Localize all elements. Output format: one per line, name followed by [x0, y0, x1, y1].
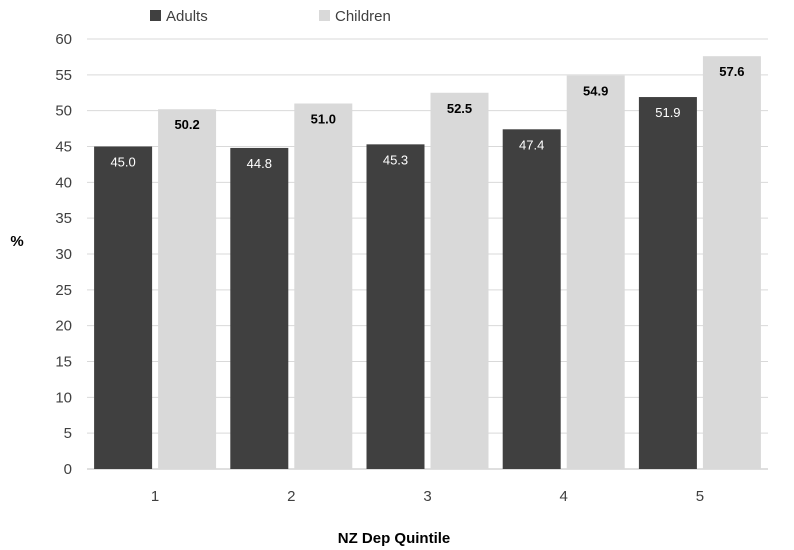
x-tick-label: 3	[423, 488, 431, 505]
x-tick-label: 2	[287, 488, 295, 505]
bars	[94, 56, 761, 470]
y-tick-label: 25	[55, 282, 72, 299]
y-axis-ticks: 0 5 10 15 20 25 30 35 40 45 50 55 60	[55, 31, 72, 478]
bar-children	[566, 75, 625, 470]
bar-adults	[502, 129, 561, 470]
x-tick-label: 1	[151, 488, 159, 505]
y-tick-label: 30	[55, 246, 72, 263]
y-tick-label: 50	[55, 103, 72, 120]
bar-children	[158, 109, 217, 469]
y-tick-label: 20	[55, 318, 72, 335]
data-label-children: 51.0	[311, 112, 336, 127]
data-label-adults: 47.4	[519, 137, 544, 152]
y-tick-label: 60	[55, 31, 72, 48]
bar-adults	[230, 147, 289, 469]
bar-adults	[638, 97, 697, 470]
y-axis-title: %	[10, 233, 23, 250]
bar-children	[294, 103, 353, 469]
y-tick-label: 40	[55, 174, 72, 191]
y-tick-label: 35	[55, 210, 72, 227]
data-label-adults: 51.9	[655, 105, 680, 120]
data-label-children: 52.5	[447, 101, 472, 116]
y-tick-label: 45	[55, 139, 72, 156]
x-tick-label: 4	[560, 488, 568, 505]
data-label-children: 50.2	[174, 117, 199, 132]
x-axis-ticks: 1 2 3 4 5	[151, 488, 704, 505]
y-tick-label: 5	[64, 425, 72, 442]
legend-swatch	[150, 10, 161, 21]
data-label-adults: 45.3	[383, 152, 408, 167]
data-label-adults: 45.0	[110, 155, 135, 170]
y-tick-label: 0	[64, 461, 72, 478]
x-axis-title: NZ Dep Quintile	[338, 530, 451, 547]
legend-label: Adults	[166, 8, 208, 25]
y-tick-label: 15	[55, 354, 72, 371]
data-label-children: 57.6	[719, 64, 744, 79]
y-tick-label: 55	[55, 67, 72, 84]
y-tick-label: 10	[55, 389, 72, 406]
data-labels: 45.0 50.2 44.8 51.0 45.3 52.5 47.4 54.9 51.9 57.6	[110, 64, 744, 171]
bar-children	[430, 92, 489, 469]
bar-adults	[94, 146, 153, 469]
x-tick-label: 5	[696, 488, 704, 505]
legend: Adults Children	[150, 8, 391, 25]
data-label-adults: 44.8	[247, 156, 272, 171]
legend-label: Children	[335, 8, 391, 25]
legend-swatch	[319, 10, 330, 21]
data-label-children: 54.9	[583, 84, 608, 99]
bar-children	[702, 56, 761, 469]
bar-adults	[366, 144, 425, 469]
